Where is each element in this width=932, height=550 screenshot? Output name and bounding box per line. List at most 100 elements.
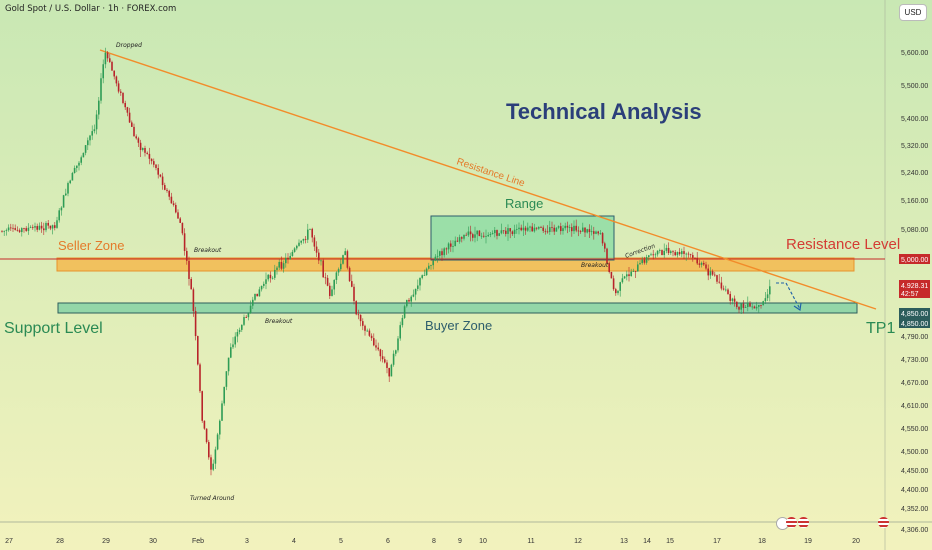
candle-body [249,305,252,314]
candle-body [489,234,492,235]
us-flag-icon[interactable] [798,517,809,528]
candle-body [392,353,395,365]
candle-body [232,344,234,348]
candle-body [274,269,276,278]
candle-body [577,230,580,232]
candle-body [722,288,725,290]
price-badge [899,288,930,298]
candle-body [399,325,401,339]
candle-body [749,302,751,307]
price-badge-label: 4,850.00 [901,311,928,318]
candle-body [566,225,569,228]
candle-body [45,222,47,231]
candle-body [670,251,672,254]
x-tick-label: 30 [149,538,157,545]
candle-body [126,107,129,113]
candle-body [221,403,223,421]
range-box[interactable] [430,215,615,261]
candle-body [562,228,564,232]
candle-body [210,457,212,470]
candle-body [124,102,126,108]
candle-body [595,231,597,234]
candle-body [227,357,230,372]
candle-body [344,251,346,256]
candle-body [47,222,49,226]
resistance-trend-line[interactable] [99,49,877,310]
candle-body [27,227,30,231]
candle-body [412,294,415,297]
symbol-title: Gold Spot / U.S. Dollar · 1h · FOREX.com [5,4,177,14]
candle-body [18,230,21,233]
candle-body [304,238,307,240]
breakout-label-3: Breakout [581,262,609,269]
candle-body [683,251,685,254]
candle-body [483,235,485,237]
candle-body [146,152,148,154]
candle-body [527,227,529,231]
projection-arrowhead [793,302,802,311]
seller-zone-label: Seller Zone [58,238,124,253]
candle-body [443,248,445,256]
candle-body [212,463,214,470]
candle-body [436,255,439,257]
candle-body [582,227,584,232]
candle-body [397,338,399,351]
us-flag-icon[interactable] [786,517,797,528]
y-tick-label: 5,320.00 [901,143,928,150]
candle-body [542,227,544,231]
candle-body [342,255,344,264]
candle-body [49,225,52,229]
candle-body [153,161,155,165]
candle-body [751,306,753,308]
candle-body [736,301,738,308]
candle-body [43,228,45,231]
candle-body [155,164,157,169]
y-tick-label: 5,600.00 [901,50,928,57]
candle-body [139,142,142,150]
candle-body [137,138,140,143]
candle-body [89,135,91,141]
breakout-label-1: Breakout [194,247,222,254]
candle-body [148,153,151,159]
candle-body [425,268,428,276]
candle-body [14,228,16,230]
candle-body [395,350,397,354]
candle-body [1,230,3,232]
candle-body [617,290,619,294]
x-tick-label: 28 [56,538,64,545]
candle-body [606,248,608,264]
candle-body [355,301,357,315]
candle-body [417,285,419,289]
candle-body [313,237,316,247]
candle-body [742,303,745,308]
candle-body [529,226,531,228]
candle-body [172,203,175,205]
buyer-zone[interactable] [57,302,858,314]
candle-body [650,254,652,256]
candle-body [645,257,648,263]
candle-body [663,250,665,256]
candle-body [672,251,674,253]
y-tick-label: 5,160.00 [901,198,928,205]
candle-body [60,207,63,211]
currency-button[interactable]: USD [899,4,927,21]
price-badge [899,318,930,328]
candle-body [128,112,131,123]
candle-body [423,275,426,276]
candle-body [142,148,144,150]
candle-body [98,100,100,115]
candle-body [610,272,613,279]
resistance-level-label: Resistance Level [786,236,900,253]
candle-body [707,268,709,276]
candle-body [203,420,206,429]
us-flag-icon[interactable] [878,517,889,528]
candle-body [201,391,203,421]
candle-body [265,279,267,284]
candle-body [513,229,516,234]
y-tick-label: 4,400.00 [901,487,928,494]
candle-body [238,329,241,332]
candle-body [522,227,525,231]
candle-body [95,114,98,130]
